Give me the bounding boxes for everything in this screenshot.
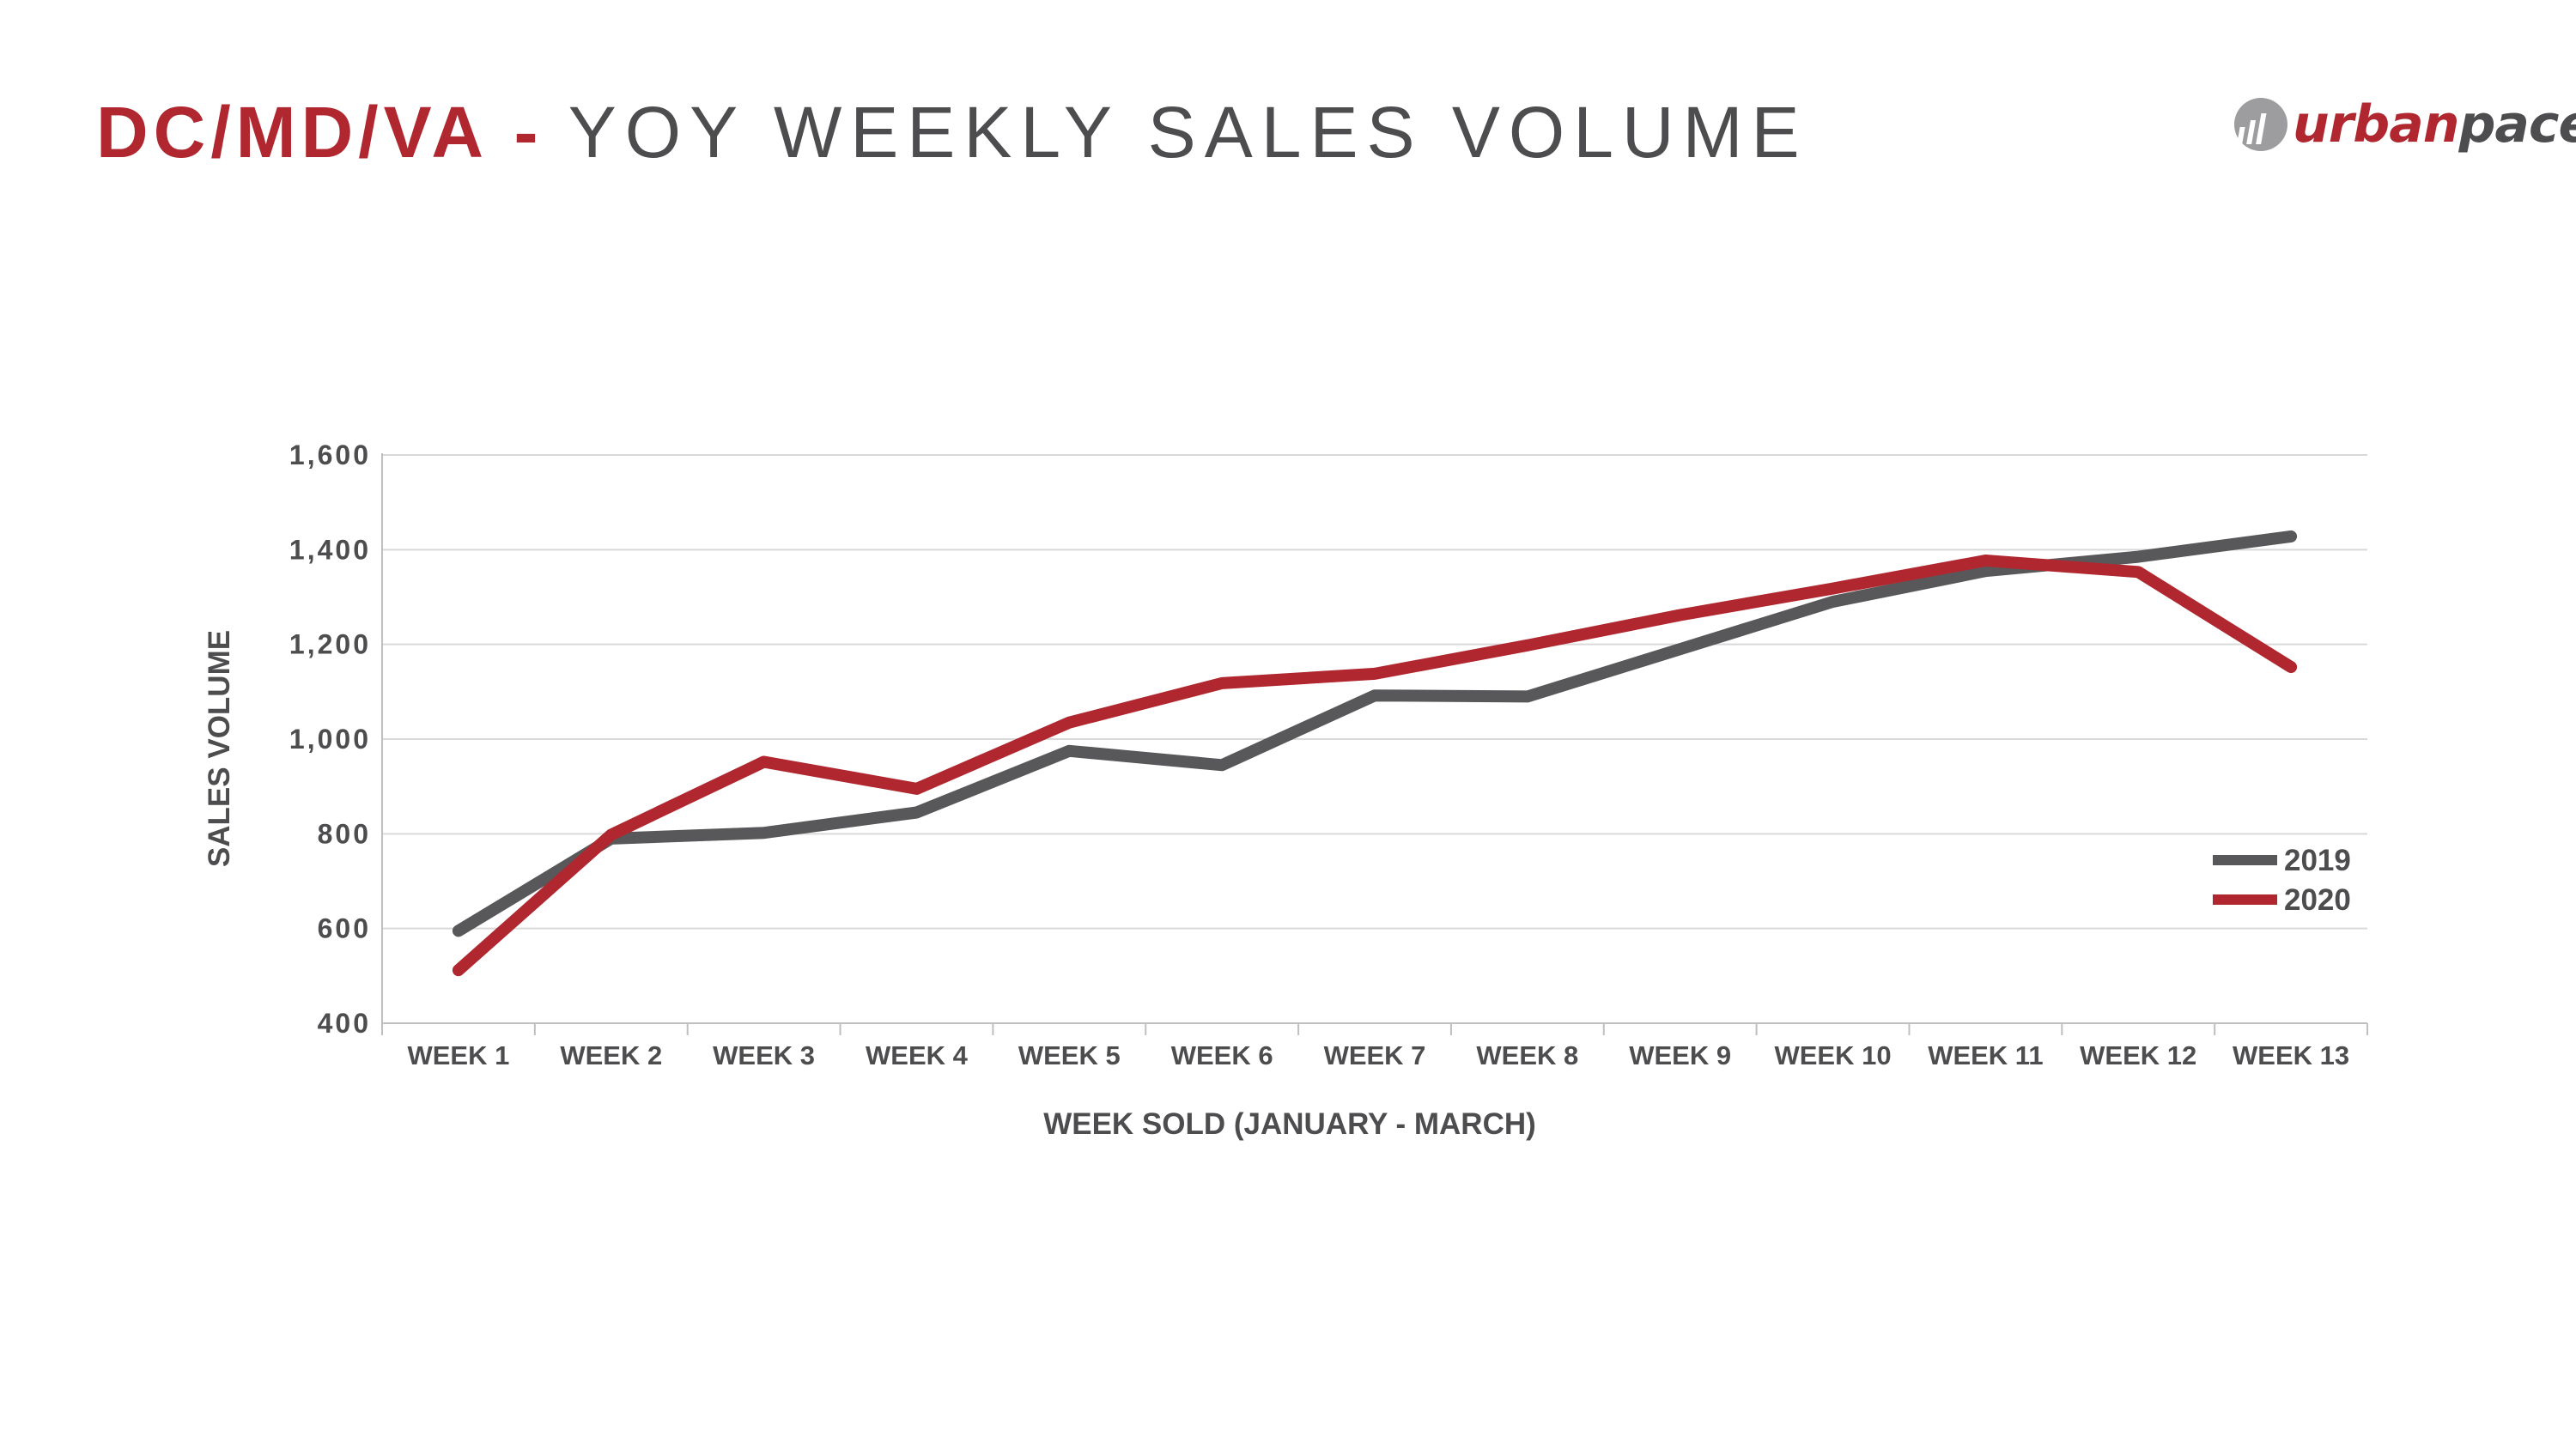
y-axis-title: SALES VOLUME (203, 630, 236, 867)
y-tick-label: 600 (318, 913, 371, 944)
y-tick-label: 1,600 (289, 440, 371, 470)
x-tick-label: WEEK 7 (1324, 1040, 1426, 1070)
logo-urban: urban (2293, 94, 2459, 155)
x-tick-label: WEEK 3 (713, 1040, 815, 1070)
y-tick-labels: 400 600 800 1,000 1,200 1,400 1,600 (289, 440, 371, 1039)
legend-label: 2020 (2284, 883, 2351, 917)
y-tick-label: 1,200 (289, 629, 371, 660)
title-separator: - (513, 92, 544, 173)
x-tick-label: WEEK 4 (866, 1040, 969, 1070)
x-tick-label: WEEK 2 (560, 1040, 662, 1070)
logo-pace: pace (2458, 94, 2576, 155)
series-line-2019 (452, 530, 2298, 937)
logo-wordmark: urbanpace (2293, 96, 2576, 153)
x-tick-label: WEEK 5 (1018, 1040, 1121, 1070)
y-tick-label: 1,000 (289, 724, 371, 755)
x-tick-label: WEEK 12 (2080, 1040, 2196, 1070)
x-tick-label: WEEK 8 (1476, 1040, 1578, 1070)
axes (381, 453, 2368, 1035)
series-lines (452, 530, 2298, 977)
x-tick-label: WEEK 6 (1171, 1040, 1273, 1070)
x-tick-label: WEEK 10 (1774, 1040, 1891, 1070)
x-axis-title: WEEK SOLD (JANUARY - MARCH) (1043, 1107, 1536, 1141)
x-tick-label: WEEK 1 (407, 1040, 509, 1070)
title-region: DC/MD/VA (96, 92, 489, 173)
urbanpace-logo: urbanpace (2233, 86, 2576, 163)
page-title: DC/MD/VA - YOY WEEKLY SALES VOLUME (96, 89, 1808, 175)
gridlines (382, 454, 2367, 930)
bar-chart-circle-icon (2234, 98, 2287, 151)
y-tick-label: 1,400 (289, 534, 371, 565)
y-tick-label: 800 (318, 818, 371, 849)
x-tick-label: WEEK 9 (1629, 1040, 1731, 1070)
x-tick-label: WEEK 11 (1928, 1040, 2043, 1070)
legend-label: 2019 (2284, 844, 2351, 877)
series-line-2020 (452, 555, 2298, 977)
x-tick-label: WEEK 13 (2233, 1040, 2349, 1070)
x-tick-labels: WEEK 1 WEEK 2 WEEK 3 WEEK 4 WEEK 5 WEEK 6 WEEK… (407, 1040, 2349, 1070)
legend: 2019 2020 (2213, 844, 2351, 917)
y-tick-label: 400 (318, 1008, 371, 1039)
title-subtitle: YOY WEEKLY SALES VOLUME (568, 92, 1808, 173)
